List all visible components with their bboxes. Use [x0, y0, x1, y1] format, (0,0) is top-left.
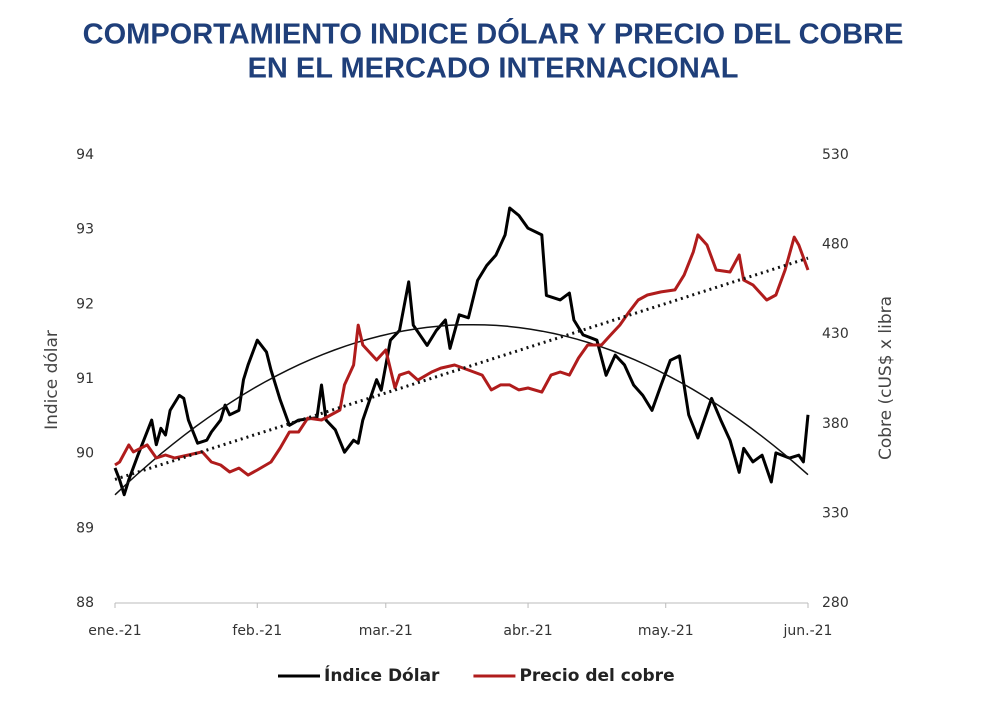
- y2-tick-label: 380: [822, 416, 849, 432]
- y-tick-label: 94: [76, 147, 94, 163]
- trendline: [114, 323, 809, 496]
- y-tick-label: 88: [76, 595, 94, 611]
- y2-tick-label: 480: [822, 237, 849, 253]
- y2-tick-label: 330: [822, 505, 849, 521]
- x-tick-label: abr.-21: [503, 623, 552, 639]
- x-tick-label: may.-21: [638, 623, 694, 639]
- y2-axis-title: Cobre (cUS$ x libra: [876, 296, 896, 460]
- trendline: [114, 256, 809, 481]
- y-tick-label: 91: [76, 371, 94, 387]
- x-tick-label: jun.-21: [783, 623, 833, 639]
- legend-label: Precio del cobre: [519, 666, 674, 686]
- y2-tick-label: 280: [822, 595, 849, 611]
- y-tick-label: 90: [76, 446, 94, 462]
- series-line: [114, 233, 810, 477]
- y2-tick-label: 430: [822, 326, 849, 342]
- chart-title: EN EL MERCADO INTERNACIONAL: [248, 53, 739, 85]
- x-tick-label: ene.-21: [88, 623, 141, 639]
- x-tick-label: feb.-21: [232, 623, 282, 639]
- series-line: [113, 206, 810, 497]
- y-tick-label: 92: [76, 296, 94, 312]
- y-axis-title: Indice dólar: [42, 330, 62, 430]
- chart-title: COMPORTAMIENTO INDICE DÓLAR Y PRECIO DEL…: [83, 17, 904, 51]
- legend-label: Índice Dólar: [324, 664, 440, 686]
- y2-tick-label: 530: [822, 147, 849, 163]
- y-tick-label: 93: [76, 222, 94, 238]
- y-tick-label: 89: [76, 520, 94, 536]
- x-tick-label: mar.-21: [359, 623, 413, 639]
